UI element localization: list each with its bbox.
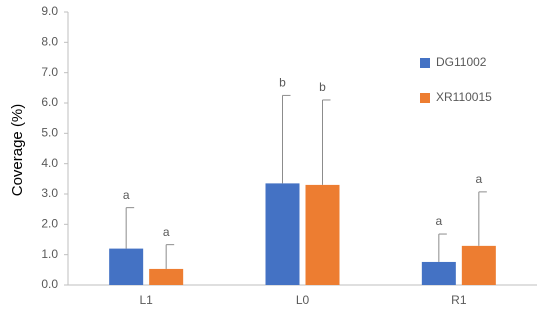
significance-letter: a [475,172,482,186]
y-tick-label: 1.0 [41,247,58,261]
bar [149,268,184,285]
significance-letter: b [279,76,286,90]
y-tick-label: 8.0 [41,35,58,49]
legend-label: XR110015 [436,90,492,104]
x-tick-label: L1 [139,293,153,307]
significance-letter: a [163,225,170,239]
y-tick-label: 0.0 [41,277,58,291]
y-axis-label: Coverage (%) [9,104,26,197]
bar [265,183,300,285]
bar [305,184,340,285]
bar [421,261,456,285]
significance-letter: a [435,214,442,228]
x-tick-label: R1 [451,293,467,307]
legend-label: DG11002 [436,55,487,69]
significance-letter: b [319,80,326,94]
y-tick-label: 4.0 [41,156,58,170]
bar [461,245,496,285]
y-tick-label: 9.0 [41,4,58,18]
x-tick-label: L0 [296,293,310,307]
y-tick-label: 2.0 [41,217,58,231]
legend-swatch [420,58,430,68]
legend-swatch [420,93,430,103]
y-tick-label: 5.0 [41,126,58,140]
y-tick-label: 3.0 [41,186,58,200]
significance-letter: a [123,188,130,202]
y-tick-label: 6.0 [41,95,58,109]
y-tick-label: 7.0 [41,65,58,79]
bar [109,248,144,285]
